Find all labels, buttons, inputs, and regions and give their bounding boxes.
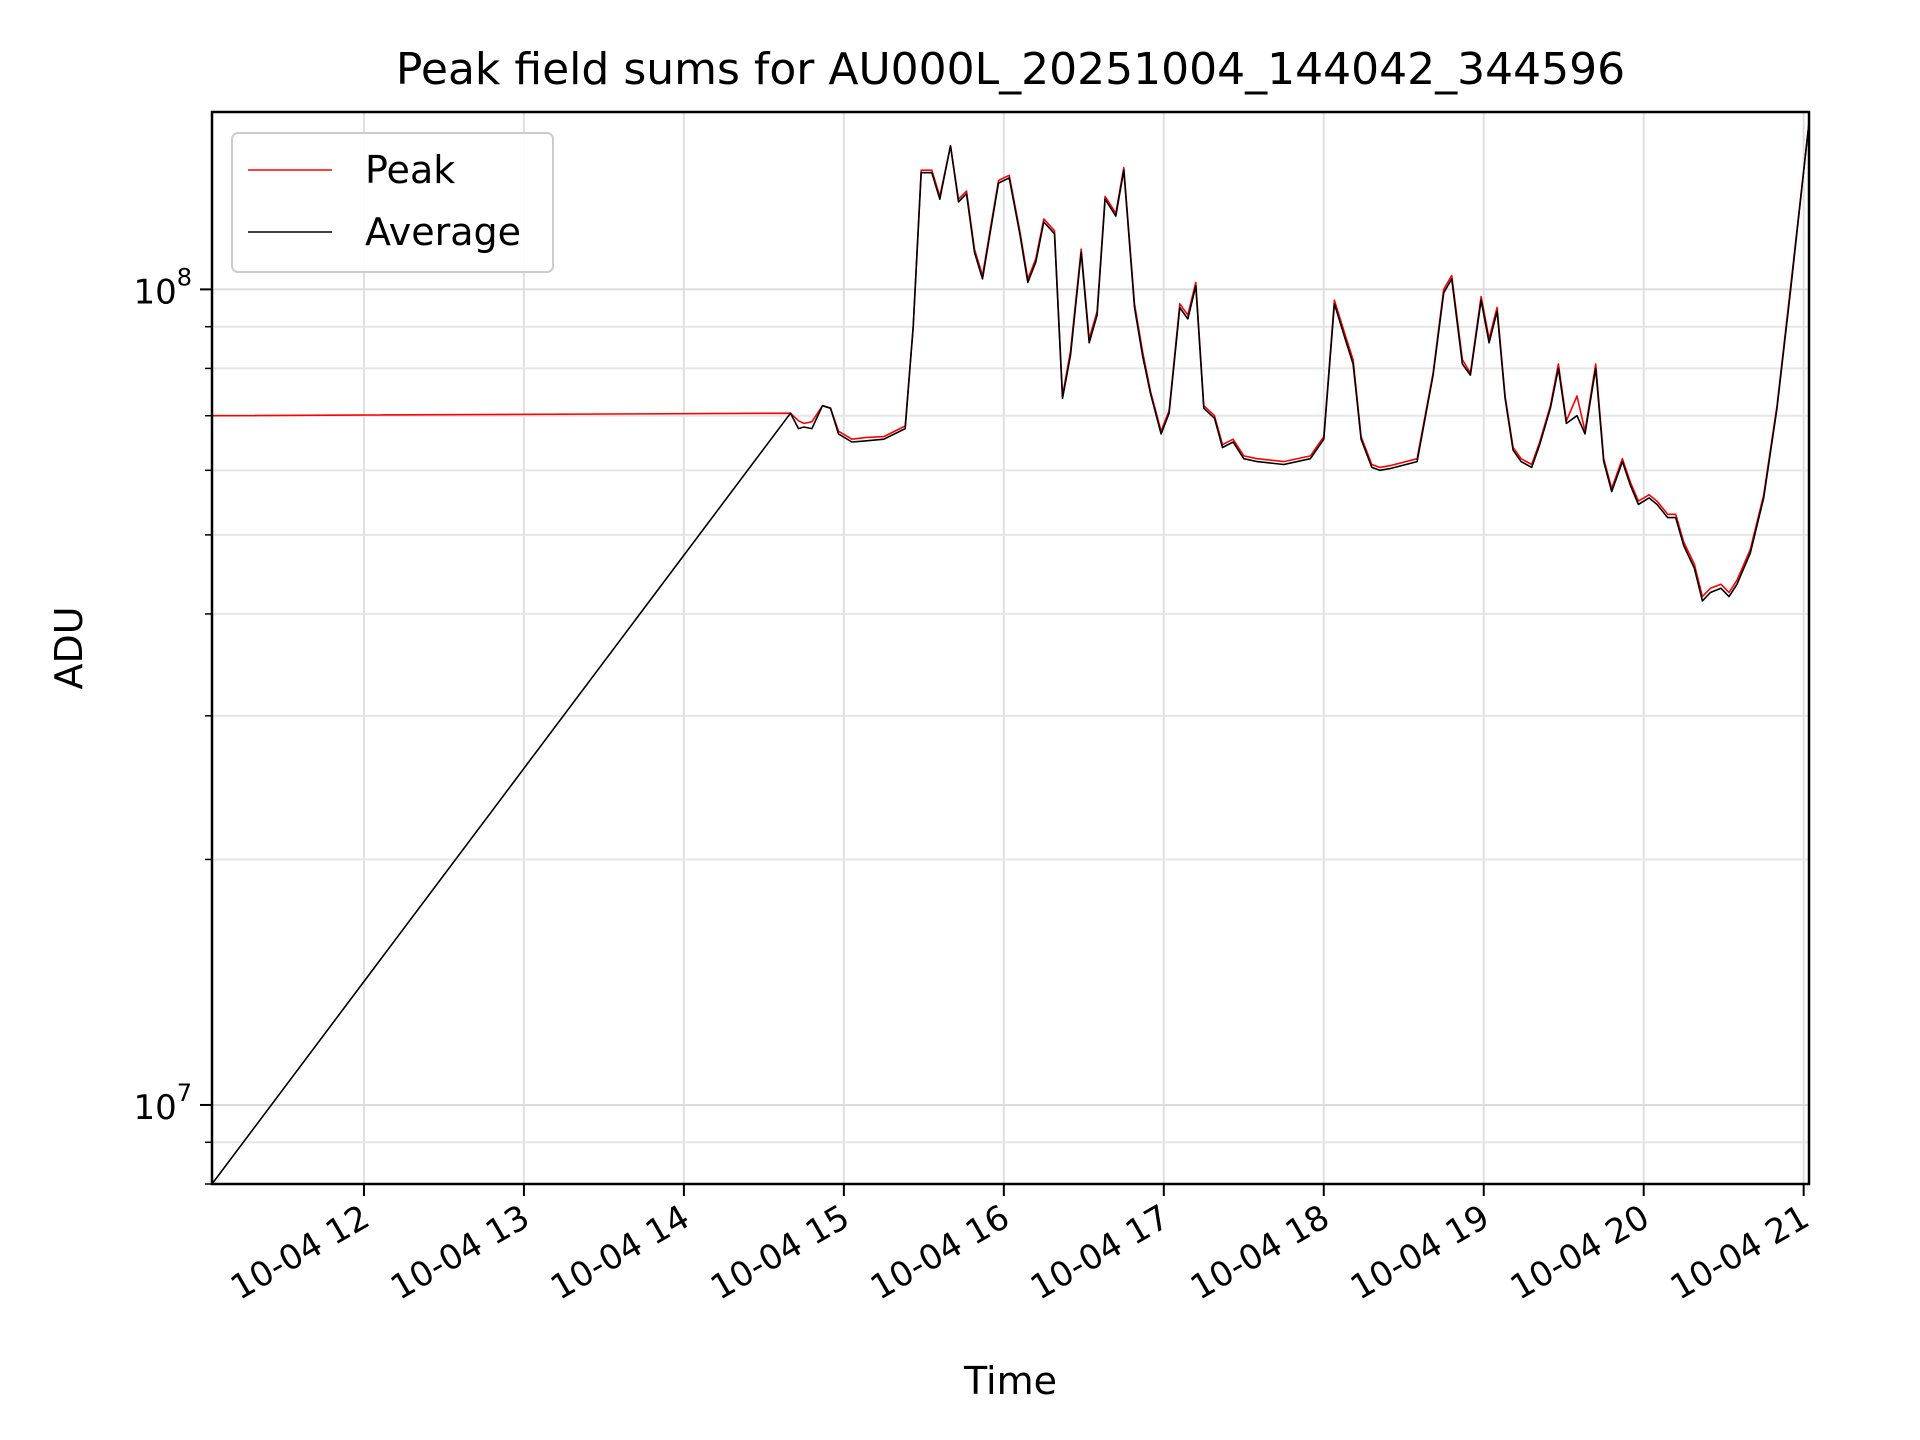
series-line-average — [212, 122, 1809, 1184]
y-tick-exponent: 8 — [177, 263, 192, 291]
y-tick-base: 10 — [133, 1088, 176, 1128]
legend-label-peak: Peak — [365, 148, 455, 192]
chart-title: Peak field sums for AU000L_20251004_1440… — [396, 44, 1625, 95]
y-tick-label: 108 — [133, 263, 192, 312]
plot-frame — [210, 110, 1811, 1186]
legend-label-average: Average — [365, 210, 521, 254]
y-tick-base: 10 — [133, 272, 176, 312]
y-tick-exponent: 7 — [177, 1079, 192, 1107]
series-layer — [212, 122, 1809, 1184]
legend: Peak Average — [231, 132, 554, 273]
y-tick-label: 107 — [133, 1079, 192, 1128]
y-axis-label: ADU — [47, 606, 91, 689]
legend-box — [231, 132, 554, 273]
x-axis-label: Time — [963, 1359, 1057, 1403]
